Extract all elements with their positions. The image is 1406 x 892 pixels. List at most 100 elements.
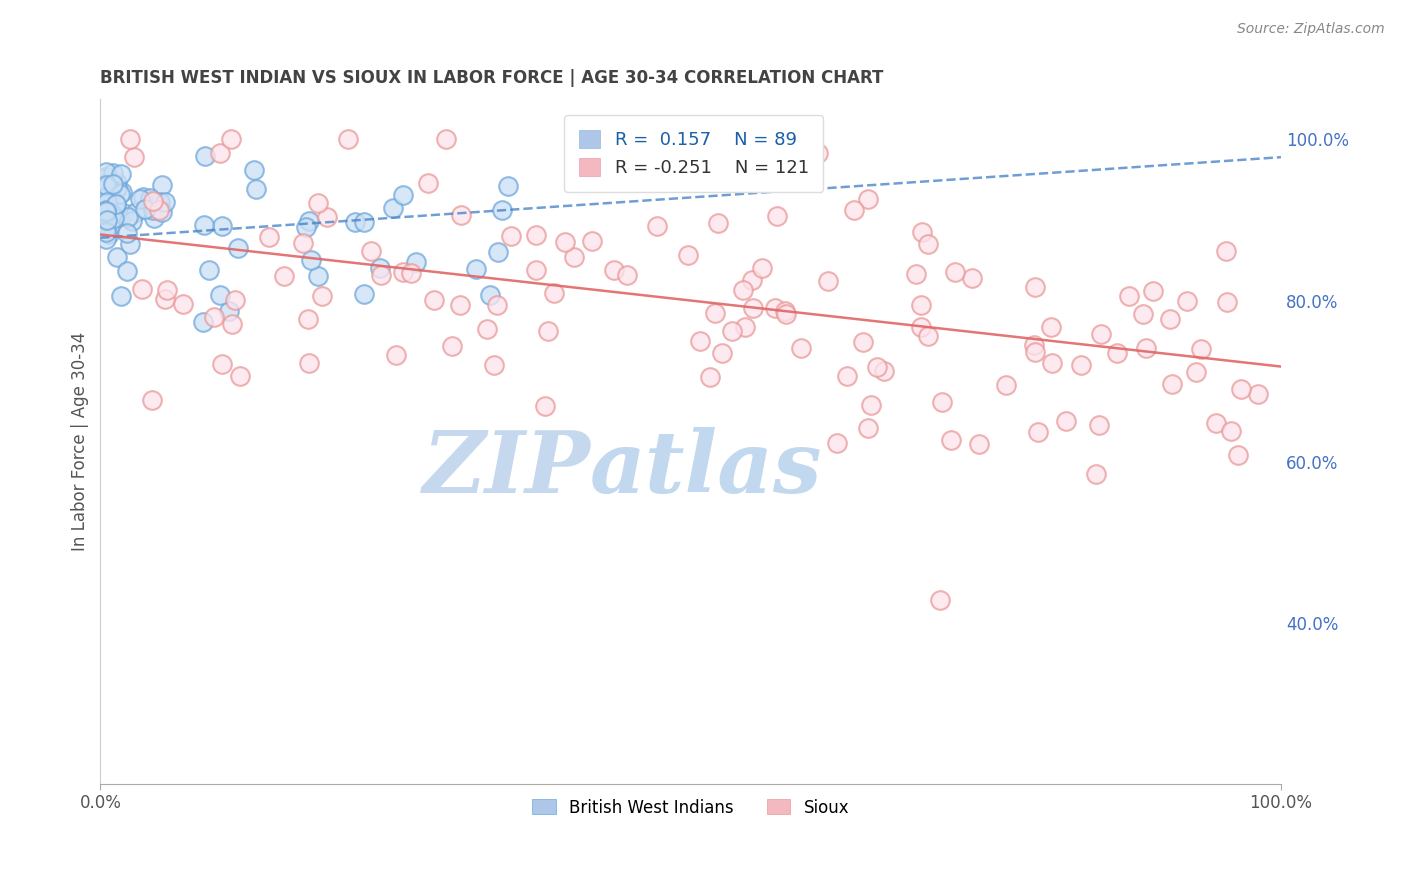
Point <box>537 324 560 338</box>
Y-axis label: In Labor Force | Age 30-34: In Labor Force | Age 30-34 <box>72 332 89 551</box>
Point <box>581 234 603 248</box>
Point <box>96 165 118 179</box>
Point <box>1205 417 1227 431</box>
Point <box>118 132 141 146</box>
Point <box>98 219 121 234</box>
Point <box>336 132 359 146</box>
Point <box>967 437 990 451</box>
Point <box>96 194 118 209</box>
Point <box>1142 285 1164 299</box>
Point <box>148 202 170 217</box>
Point <box>142 194 165 208</box>
Point <box>96 205 118 219</box>
Point <box>852 334 875 349</box>
Point <box>96 203 118 218</box>
Point <box>115 227 138 241</box>
Point <box>96 202 118 216</box>
Point <box>96 213 118 227</box>
Point <box>96 198 118 212</box>
Point <box>524 227 547 242</box>
Point <box>450 208 472 222</box>
Point <box>108 186 131 201</box>
Point <box>1227 448 1250 462</box>
Point <box>1054 414 1077 428</box>
Point <box>1070 359 1092 373</box>
Point <box>866 359 889 374</box>
Point <box>1159 312 1181 326</box>
Text: BRITISH WEST INDIAN VS SIOUX IN LABOR FORCE | AGE 30-34 CORRELATION CHART: BRITISH WEST INDIAN VS SIOUX IN LABOR FO… <box>100 69 884 87</box>
Point <box>1185 365 1208 379</box>
Point <box>475 321 498 335</box>
Point <box>1026 425 1049 440</box>
Point <box>103 201 125 215</box>
Point <box>1175 294 1198 309</box>
Point <box>742 301 765 316</box>
Point <box>368 260 391 275</box>
Point <box>765 209 787 223</box>
Point <box>917 237 939 252</box>
Point <box>392 187 415 202</box>
Point <box>789 341 811 355</box>
Point <box>96 195 118 210</box>
Point <box>1215 244 1237 258</box>
Point <box>994 378 1017 392</box>
Point <box>152 178 174 193</box>
Point <box>1040 356 1063 370</box>
Point <box>699 369 721 384</box>
Point <box>112 206 135 220</box>
Point <box>101 207 124 221</box>
Point <box>496 179 519 194</box>
Point <box>353 287 375 301</box>
Point <box>134 202 156 216</box>
Point <box>1105 346 1128 360</box>
Point <box>105 196 128 211</box>
Point <box>96 190 118 204</box>
Point <box>100 207 122 221</box>
Point <box>299 252 322 267</box>
Point <box>562 250 585 264</box>
Point <box>911 225 934 239</box>
Point <box>211 357 233 371</box>
Point <box>100 189 122 203</box>
Point <box>259 230 281 244</box>
Point <box>392 265 415 279</box>
Text: ZIP: ZIP <box>422 427 591 510</box>
Point <box>96 232 118 246</box>
Point <box>384 348 406 362</box>
Point <box>360 244 382 258</box>
Point <box>298 356 321 370</box>
Point <box>202 310 225 324</box>
Point <box>688 134 710 148</box>
Point <box>103 178 125 192</box>
Point <box>211 219 233 234</box>
Point <box>129 192 152 206</box>
Point <box>96 190 118 204</box>
Point <box>96 203 118 218</box>
Point <box>221 318 243 332</box>
Point <box>245 182 267 196</box>
Point <box>917 329 939 343</box>
Point <box>96 208 118 222</box>
Point <box>105 250 128 264</box>
Point <box>110 289 132 303</box>
Point <box>931 394 953 409</box>
Point <box>423 293 446 308</box>
Point <box>370 268 392 283</box>
Point <box>117 210 139 224</box>
Point <box>741 273 763 287</box>
Point <box>733 283 755 297</box>
Point <box>131 282 153 296</box>
Point <box>526 263 548 277</box>
Point <box>775 307 797 321</box>
Point <box>1118 289 1140 303</box>
Point <box>910 320 932 334</box>
Point <box>482 358 505 372</box>
Legend: British West Indians, Sioux: British West Indians, Sioux <box>526 792 856 823</box>
Point <box>97 227 120 241</box>
Point <box>449 298 471 312</box>
Text: atlas: atlas <box>591 427 823 510</box>
Point <box>486 244 509 259</box>
Point <box>910 297 932 311</box>
Point <box>554 235 576 250</box>
Point <box>343 215 366 229</box>
